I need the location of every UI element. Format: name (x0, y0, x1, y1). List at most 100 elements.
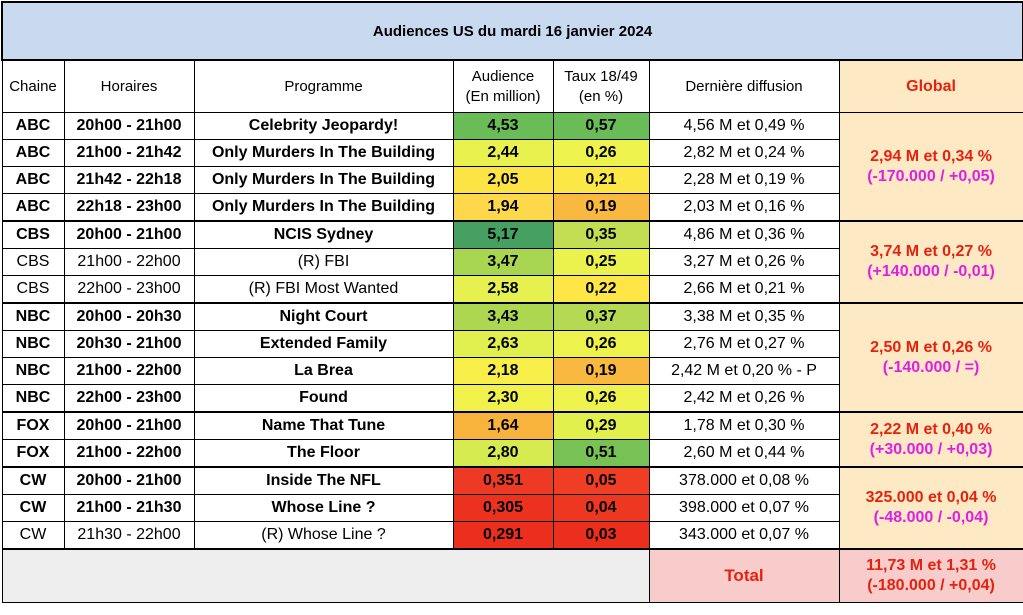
cell-global: 325.000 et 0,04 % (-48.000 / -0,04) (838, 466, 1023, 550)
global-diff: (-170.000 / +0,05) (867, 167, 995, 185)
cell-horaires: 20h00 - 21h00 (63, 112, 195, 140)
global-value: 2,22 M et 0,40 % (870, 420, 992, 438)
total-value: 11,73 M et 1,31 % (-180.000 / +0,04) (838, 548, 1023, 603)
cell-horaires: 20h00 - 20h30 (63, 302, 195, 331)
cell-derniere-diffusion: 2,82 M et 0,24 % (648, 139, 840, 167)
cell-horaires: 20h00 - 21h00 (63, 466, 195, 495)
cell-taux: 0,35 (552, 220, 650, 249)
header-taux-line1: Taux 18/49 (564, 67, 638, 85)
table-row: CBS 20h00 - 21h00 NCIS Sydney 5,17 0,35 4,86 … (1, 220, 1023, 304)
table-row: CW 21h30 - 22h00 (R) Whose Line ? 0,291 0,03… (1, 521, 1023, 550)
cell-chaine: NBC (1, 384, 65, 413)
total-main: 11,73 M et 1,31 % (866, 557, 996, 574)
cell-horaires: 21h30 - 22h00 (63, 521, 195, 550)
cell-programme: Night Court (193, 302, 454, 331)
cell-taux: 0,25 (552, 248, 650, 276)
cell-programme: Only Murders In The Building (193, 193, 454, 222)
cell-audience: 0,305 (452, 494, 554, 522)
cell-audience: 0,351 (452, 466, 554, 495)
cell-taux: 0,26 (552, 384, 650, 413)
cell-derniere-diffusion: 2,42 M et 0,26 % (648, 384, 840, 413)
table-row: CW 21h00 - 21h30 Whose Line ? 0,305 0,04 398.… (1, 494, 1023, 522)
cell-chaine: CW (1, 466, 65, 495)
cell-derniere-diffusion: 4,86 M et 0,36 % (648, 220, 840, 249)
cell-derniere-diffusion: 2,28 M et 0,19 % (648, 166, 840, 194)
cell-chaine: ABC (1, 112, 65, 140)
cell-taux: 0,19 (552, 193, 650, 222)
cell-chaine: CBS (1, 248, 65, 276)
cell-taux: 0,29 (552, 411, 650, 440)
cell-taux: 0,57 (552, 112, 650, 140)
cell-derniere-diffusion: 2,66 M et 0,21 % (648, 275, 840, 304)
cell-chaine: CBS (1, 275, 65, 304)
cell-derniere-diffusion: 1,78 M et 0,30 % (648, 411, 840, 440)
cell-horaires: 22h00 - 23h00 (63, 275, 195, 304)
total-label: Total (648, 548, 840, 603)
cell-taux: 0,26 (552, 330, 650, 358)
table-row: ABC 21h42 - 22h18 Only Murders In The Buil… (1, 166, 1023, 194)
cell-horaires: 21h00 - 22h00 (63, 439, 195, 468)
cell-programme: Inside The NFL (193, 466, 454, 495)
cell-derniere-diffusion: 2,42 M et 0,20 % - P (648, 357, 840, 385)
cell-horaires: 22h00 - 23h00 (63, 384, 195, 413)
cell-chaine: CW (1, 521, 65, 550)
table-row: ABC 20h00 - 21h00 Celebrity Jeopardy! 4,53 0… (1, 112, 1023, 222)
cell-global: 2,22 M et 0,40 % (+30.000 / +0,03) (838, 411, 1023, 468)
cell-programme: Name That Tune (193, 411, 454, 440)
cell-taux: 0,03 (552, 521, 650, 550)
cell-derniere-diffusion: 3,38 M et 0,35 % (648, 302, 840, 331)
cell-derniere-diffusion: 398.000 et 0,07 % (648, 494, 840, 522)
table-row: NBC 21h00 - 22h00 La Brea 2,18 0,19 2,42 M et… (1, 357, 1023, 385)
total-row: Total 11,73 M et 1,31 % (-180.000 / +0,04) (1, 548, 1023, 603)
cell-audience: 2,05 (452, 166, 554, 194)
cell-chaine: NBC (1, 302, 65, 331)
cell-audience: 1,64 (452, 411, 554, 440)
header-programme: Programme (193, 59, 454, 113)
cell-programme: Found (193, 384, 454, 413)
cell-programme: NCIS Sydney (193, 220, 454, 249)
global-value: 2,94 M et 0,34 % (870, 147, 992, 165)
cell-taux: 0,37 (552, 302, 650, 331)
cell-programme: (R) FBI Most Wanted (193, 275, 454, 304)
cell-chaine: ABC (1, 193, 65, 222)
table-row: NBC 20h00 - 20h30 Night Court 3,43 0,37 3,38 … (1, 302, 1023, 413)
cell-horaires: 21h00 - 22h00 (63, 357, 195, 385)
cell-audience: 2,63 (452, 330, 554, 358)
cell-programme: Whose Line ? (193, 494, 454, 522)
cell-derniere-diffusion: 2,03 M et 0,16 % (648, 193, 840, 222)
table-title: Audiences US du mardi 16 janvier 2024 (0, 1, 1023, 61)
cell-global: 2,50 M et 0,26 % (-140.000 / =) (838, 302, 1023, 413)
cell-derniere-diffusion: 4,56 M et 0,49 % (648, 112, 840, 140)
table-row: ABC 22h18 - 23h00 Only Murders In The Buil… (1, 193, 1023, 222)
cell-horaires: 21h00 - 21h42 (63, 139, 195, 167)
cell-programme: Celebrity Jeopardy! (193, 112, 454, 140)
header-audience-line1: Audience (471, 67, 535, 85)
cell-taux: 0,21 (552, 166, 650, 194)
header-audience-line2: (En million) (465, 87, 541, 105)
cell-horaires: 20h30 - 21h00 (63, 330, 195, 358)
header-taux-line2: (en %) (578, 87, 624, 105)
cell-horaires: 20h00 - 21h00 (63, 220, 195, 249)
cell-taux: 0,05 (552, 466, 650, 495)
cell-chaine: CW (1, 494, 65, 522)
cell-chaine: FOX (1, 411, 65, 440)
header-audience: Audience (En million) (452, 59, 554, 113)
header-global: Global (838, 59, 1023, 113)
table-row: CW 20h00 - 21h00 Inside The NFL 0,351 0,05 37… (1, 466, 1023, 550)
cell-horaires: 22h18 - 23h00 (63, 193, 195, 222)
cell-taux: 0,19 (552, 357, 650, 385)
cell-programme: Only Murders In The Building (193, 139, 454, 167)
cell-horaires: 21h42 - 22h18 (63, 166, 195, 194)
global-diff: (-48.000 / -0,04) (873, 509, 989, 526)
cell-audience: 2,58 (452, 275, 554, 304)
cell-programme: (R) Whose Line ? (193, 521, 454, 550)
cell-programme: Extended Family (193, 330, 454, 358)
table-row: ABC 21h00 - 21h42 Only Murders In The Buil… (1, 139, 1023, 167)
cell-audience: 0,291 (452, 521, 554, 550)
cell-programme: La Brea (193, 357, 454, 385)
global-diff: (+30.000 / +0,03) (869, 440, 993, 458)
cell-global: 3,74 M et 0,27 % (+140.000 / -0,01) (838, 220, 1023, 304)
cell-audience: 3,47 (452, 248, 554, 276)
cell-chaine: NBC (1, 330, 65, 358)
cell-derniere-diffusion: 2,60 M et 0,44 % (648, 439, 840, 468)
